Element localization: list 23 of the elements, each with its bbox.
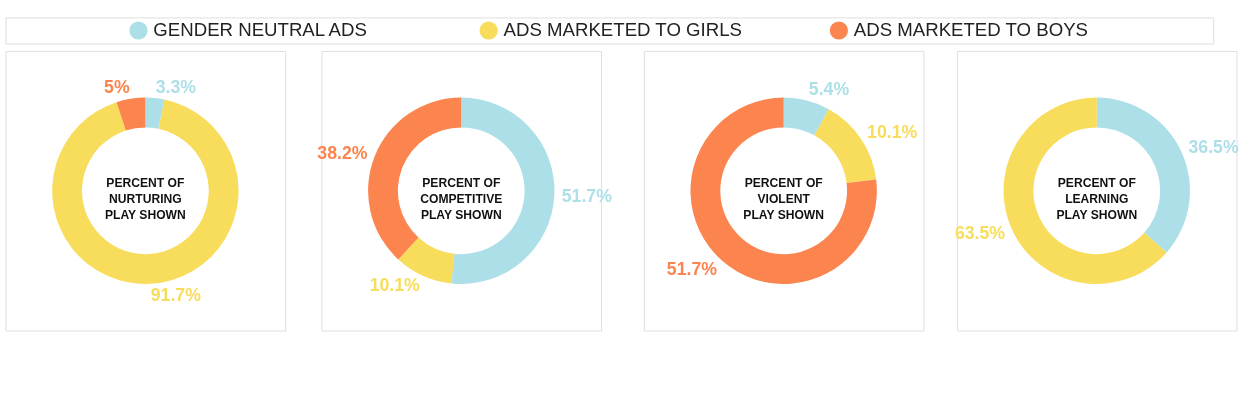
- data-label: 51.7%: [666, 258, 718, 279]
- donut-slice: [52, 99, 239, 284]
- data-label: 38.2%: [317, 142, 368, 163]
- text: PERCENT OF COMPETITIVE PLAY SHOWN: [420, 176, 503, 222]
- data-label: 36.5%: [1188, 137, 1239, 158]
- data-label: 5.4%: [808, 79, 850, 100]
- data-label: 91.7%: [150, 284, 202, 305]
- data-label: 63.5%: [954, 223, 1006, 244]
- text: PERCENT OF LEARNING PLAY SHOWN: [1056, 176, 1138, 222]
- data-label: 5%: [104, 77, 130, 98]
- text: PERCENT OF VIOLENT PLAY SHOWN: [743, 176, 825, 222]
- donut-slice: [783, 97, 829, 136]
- legend-label: ADS MARKETED TO BOYS: [853, 19, 1089, 41]
- donut-slice: [1003, 97, 1167, 284]
- data-label: 51.7%: [561, 185, 613, 206]
- data-label: 3.3%: [155, 76, 197, 97]
- data-label: 10.1%: [867, 121, 918, 142]
- legend-label: ADS MARKETED TO GIRLS: [503, 19, 742, 41]
- donut-slice: [116, 97, 146, 131]
- data-label: 10.1%: [369, 275, 421, 296]
- text: PERCENT OF NURTURING PLAY SHOWN: [104, 176, 186, 222]
- legend-label: GENDER NEUTRAL ADS: [153, 19, 367, 41]
- donut-slice: [145, 97, 165, 129]
